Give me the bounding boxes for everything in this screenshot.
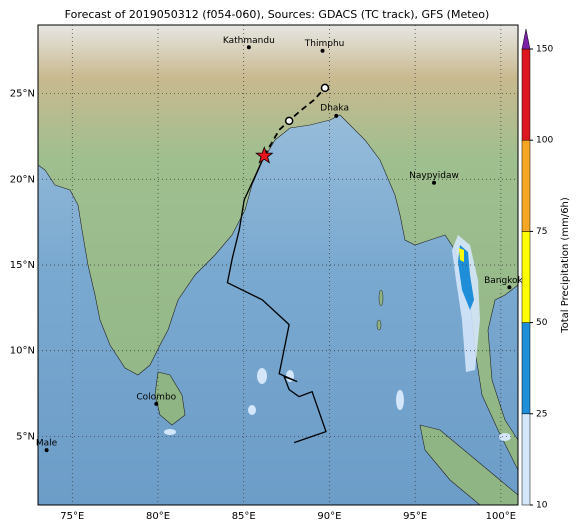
x-tick-label: 100°E	[486, 511, 516, 522]
colorbar-tick-label: 150	[536, 45, 553, 55]
city-label: Dhaka	[320, 103, 349, 113]
x-tick-label: 95°E	[403, 511, 427, 522]
colorbar-tick-label: 25	[536, 409, 547, 419]
forecast-point	[320, 83, 330, 93]
x-tick-label: 85°E	[232, 511, 256, 522]
city-label: Naypyidaw	[409, 171, 459, 181]
precip-area	[248, 405, 256, 415]
colorbar-tick-label: 75	[536, 227, 547, 237]
sri-lanka	[154, 371, 186, 426]
colorbar-segment	[521, 48, 531, 141]
city-marker	[320, 48, 325, 53]
city-label: Male	[36, 439, 58, 449]
city-marker	[246, 45, 251, 50]
city-label: Kathmandu	[223, 36, 275, 46]
x-tick-label: 75°E	[60, 511, 84, 522]
city-label: Bangkok	[484, 276, 524, 286]
city-marker	[154, 401, 159, 406]
y-tick-label: 10°N	[10, 346, 35, 357]
land	[38, 25, 518, 471]
city-marker	[507, 285, 512, 290]
colorbar-segment	[521, 322, 531, 415]
city-marker	[334, 113, 339, 118]
precip-area	[459, 248, 464, 262]
precip-area	[164, 429, 176, 435]
y-tick-label: 15°N	[10, 260, 35, 271]
colorbar-tick-label: 50	[536, 318, 548, 328]
title: Forecast of 2019050312 (f054-060), Sourc…	[65, 8, 490, 21]
island	[378, 289, 384, 307]
island	[376, 319, 382, 331]
y-tick-label: 5°N	[16, 431, 35, 442]
precip-area	[396, 390, 404, 410]
colorbar-segment	[521, 413, 531, 506]
current-position	[255, 146, 274, 164]
city-label: Colombo	[136, 392, 176, 402]
colorbar-tick-label: 10	[536, 501, 548, 511]
precip-area	[499, 433, 511, 441]
precip-area	[458, 245, 474, 310]
city-label: Thimphu	[304, 39, 345, 49]
sumatra	[419, 424, 518, 505]
colorbar-segment	[521, 231, 531, 323]
colorbar-tick-label: 100	[536, 136, 553, 146]
forecast-point	[284, 116, 294, 126]
colorbar-segment	[521, 139, 531, 232]
track-observed	[226, 155, 327, 444]
colorbar-label: Total Precipitation (mm/6h)	[560, 197, 571, 334]
city-marker	[44, 448, 49, 453]
y-tick-label: 20°N	[10, 174, 35, 185]
city-marker	[432, 180, 436, 185]
precip-area	[257, 368, 267, 384]
precip-area	[452, 235, 480, 372]
y-tick-label: 25°N	[10, 89, 35, 100]
x-tick-label: 90°E	[317, 511, 341, 522]
x-tick-label: 80°E	[146, 511, 170, 522]
track-forecast	[263, 87, 326, 157]
colorbar-extension	[521, 28, 531, 50]
